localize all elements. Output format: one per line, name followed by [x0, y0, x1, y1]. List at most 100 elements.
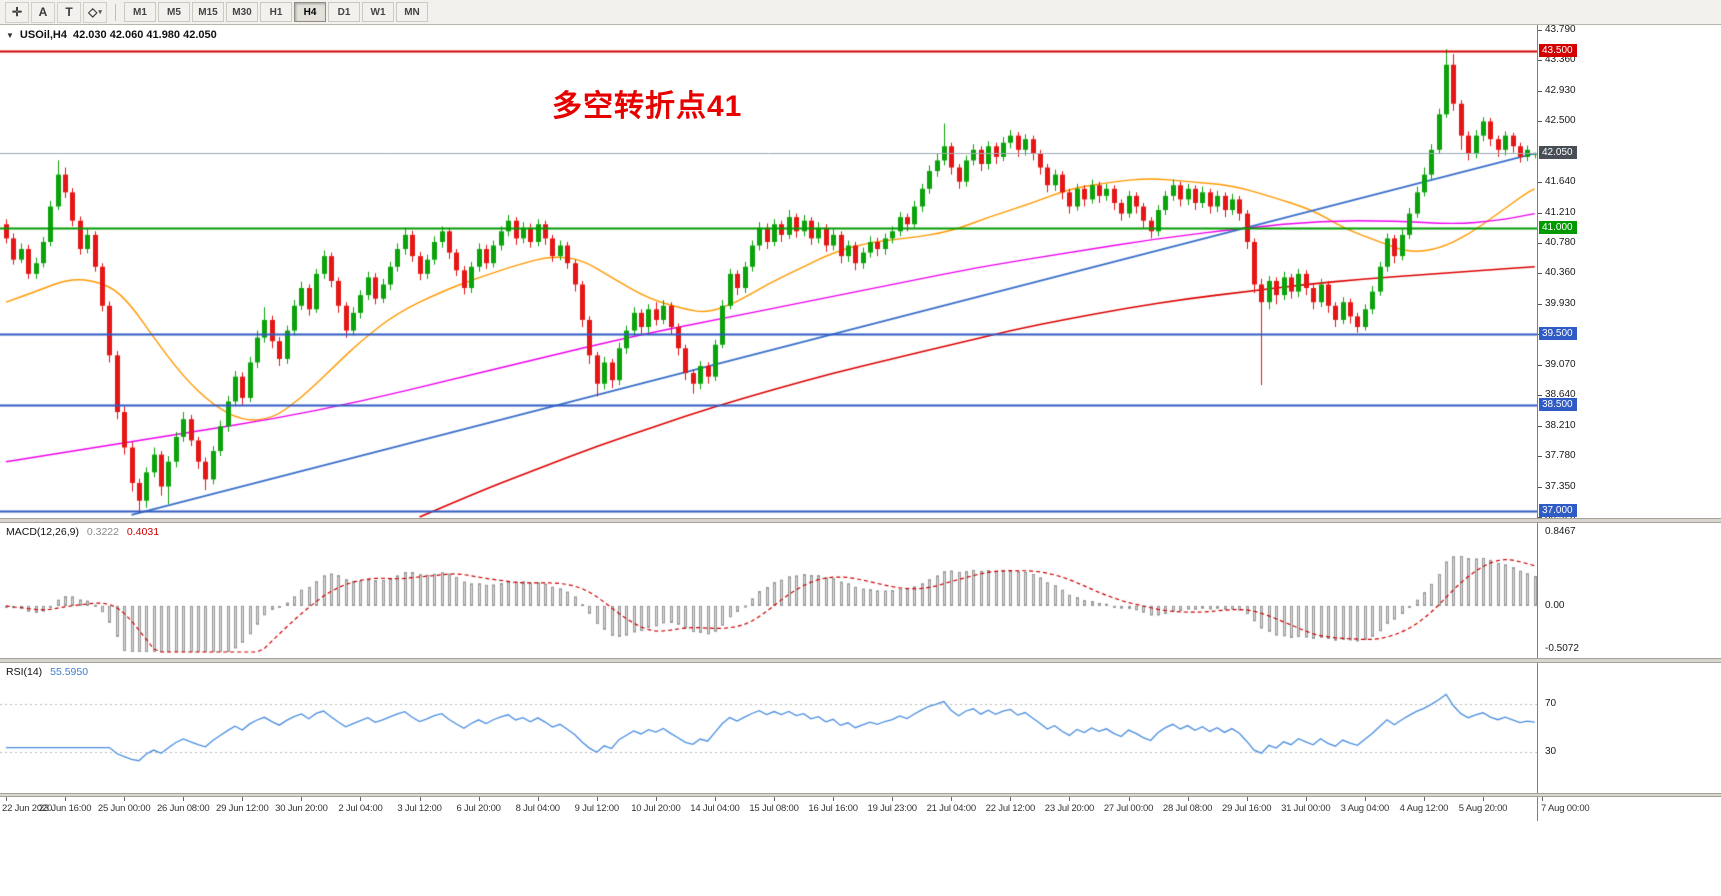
- price-tick-mark: [1538, 213, 1542, 214]
- price-tick-label: 41.210: [1545, 206, 1576, 218]
- time-tick-mark: [1424, 797, 1425, 801]
- time-tick-mark: [420, 797, 421, 801]
- price-tick-label: 38.210: [1545, 419, 1576, 431]
- macd-signal-value: 0.4031: [126, 526, 160, 538]
- rsi-panel: RSI(14) 55.5950 70 30: [0, 663, 1721, 793]
- price-axis[interactable]: 43.790 43.360 42.930 42.500 41.640 41.210 40.7…: [1537, 24, 1721, 522]
- time-tick-mark: [1069, 797, 1070, 801]
- timeframe-button-d1[interactable]: D1: [328, 2, 360, 22]
- time-tick-mark: [774, 797, 775, 801]
- price-tick-label: 42.930: [1545, 84, 1576, 96]
- price-tick-label: 39.930: [1545, 297, 1576, 309]
- time-axis-label: 16 Jul 16:00: [808, 803, 858, 814]
- macd-name: MACD(12,26,9): [6, 526, 79, 538]
- time-axis-label: 27 Jul 00:00: [1103, 803, 1154, 814]
- time-tick-mark: [301, 797, 302, 801]
- time-axis-label: 23 Jul 20:00: [1044, 803, 1095, 814]
- time-axis-label: 14 Jul 04:00: [690, 803, 740, 814]
- price-tick-label: 37.350: [1545, 480, 1576, 492]
- rsi-canvas[interactable]: [0, 663, 1537, 793]
- timeframe-button-w1[interactable]: W1: [362, 2, 394, 22]
- text-annotation-icon[interactable]: A: [31, 1, 55, 23]
- time-tick-mark: [951, 797, 952, 801]
- symbol-timeframe-label: USOil,H4: [19, 29, 67, 41]
- timeframe-button-m15[interactable]: M15: [192, 2, 224, 22]
- timeframe-button-mn[interactable]: MN: [396, 2, 428, 22]
- price-tick-mark: [1538, 91, 1542, 92]
- panel-separator[interactable]: [0, 658, 1721, 663]
- macd-canvas[interactable]: [0, 523, 1537, 658]
- price-tick-label: 38.640: [1545, 389, 1576, 401]
- timeframe-group: M1 M5 M15 M30 H1 H4 D1 W1 MN: [123, 2, 429, 22]
- price-tick-label: 39.070: [1545, 358, 1576, 370]
- time-tick-mark: [1306, 797, 1307, 801]
- price-tick-label: 40.360: [1545, 267, 1576, 279]
- price-tick-mark: [1538, 395, 1542, 396]
- timeframe-button-h4[interactable]: H4: [294, 2, 326, 22]
- timeframe-button-h1[interactable]: H1: [260, 2, 292, 22]
- price-chart-canvas[interactable]: [0, 25, 1537, 518]
- time-tick-mark: [833, 797, 834, 801]
- price-tick-mark: [1538, 487, 1542, 488]
- time-axis-label: 22 Jun 2020: [2, 803, 53, 814]
- price-tick-mark: [1538, 30, 1542, 31]
- crosshair-icon[interactable]: ✛: [5, 1, 29, 23]
- time-axis-label: 25 Jun 00:00: [97, 803, 151, 814]
- price-badge-39.500: 39.500: [1539, 327, 1577, 341]
- time-tick-mark: [124, 797, 125, 801]
- price-tick-mark: [1538, 273, 1542, 274]
- macd-axis[interactable]: 0.8467 0.00 -0.5072: [1537, 523, 1721, 658]
- timeframe-button-m30[interactable]: M30: [226, 2, 258, 22]
- shapes-icon[interactable]: ◇ ▾: [83, 1, 107, 23]
- time-axis-label: 5 Aug 20:00: [1458, 803, 1508, 814]
- time-tick-mark: [892, 797, 893, 801]
- time-tick-mark: [1010, 797, 1011, 801]
- price-tick-mark: [1538, 60, 1542, 61]
- time-axis-label: 23 Jun 16:00: [38, 803, 92, 814]
- rsi-scale-label: 70: [1545, 697, 1557, 709]
- time-axis-label: 8 Jul 04:00: [515, 803, 560, 814]
- time-axis-label: 6 Jul 20:00: [456, 803, 501, 814]
- rsi-axis[interactable]: 70 30: [1537, 663, 1721, 793]
- time-axis[interactable]: 22 Jun 2020 23 Jun 16:00 25 Jun 00:00 26 Ju…: [0, 797, 1721, 821]
- macd-scale-label: 0.00: [1545, 599, 1565, 611]
- main-chart-panel: ▼ USOil,H4 42.030 42.060 41.980 42.050 多…: [0, 24, 1721, 522]
- price-tick-label: 37.780: [1545, 450, 1576, 462]
- price-badge-43.500: 43.500: [1539, 43, 1577, 57]
- time-axis-label: 9 Jul 12:00: [574, 803, 619, 814]
- price-tick-label: 43.360: [1545, 54, 1576, 66]
- panel-separator[interactable]: [0, 793, 1721, 797]
- time-tick-mark: [1129, 797, 1130, 801]
- price-tick-label: 42.500: [1545, 115, 1576, 127]
- time-tick-mark: [715, 797, 716, 801]
- rsi-label: RSI(14) 55.5950: [6, 666, 88, 678]
- time-axis-label: 21 Jul 04:00: [926, 803, 977, 814]
- time-axis-label: 3 Jul 12:00: [397, 803, 442, 814]
- price-tick-mark: [1538, 426, 1542, 427]
- text-label-icon[interactable]: T: [57, 1, 81, 23]
- rsi-name: RSI(14): [6, 666, 43, 678]
- price-tick-mark: [1538, 243, 1542, 244]
- price-tick-mark: [1538, 304, 1542, 305]
- time-tick-mark: [1542, 797, 1543, 801]
- price-tick-mark: [1538, 456, 1542, 457]
- time-axis-label: 2 Jul 04:00: [338, 803, 383, 814]
- time-tick-mark: [1483, 797, 1484, 801]
- price-badge-38.500: 38.500: [1539, 397, 1577, 411]
- ohlc-readout: 42.030 42.060 41.980 42.050: [73, 29, 217, 41]
- time-tick-mark: [1188, 797, 1189, 801]
- chart-annotation-text[interactable]: 多空转折点41: [552, 90, 743, 123]
- panel-separator[interactable]: [0, 518, 1721, 523]
- time-axis-label: 22 Jul 12:00: [985, 803, 1036, 814]
- time-axis-label: 29 Jun 12:00: [216, 803, 269, 814]
- timeframe-button-m5[interactable]: M5: [158, 2, 190, 22]
- time-tick-mark: [597, 797, 598, 801]
- drawing-tools-group: ✛ A T ◇ ▾: [4, 1, 108, 23]
- time-axis-label: 29 Jul 16:00: [1221, 803, 1272, 814]
- price-tick-mark: [1538, 365, 1542, 366]
- timeframe-button-m1[interactable]: M1: [124, 2, 156, 22]
- collapse-triangle-icon[interactable]: ▼: [6, 30, 14, 40]
- dropdown-caret-icon[interactable]: ▾: [98, 9, 102, 16]
- time-axis-label: 31 Jul 00:00: [1281, 803, 1331, 814]
